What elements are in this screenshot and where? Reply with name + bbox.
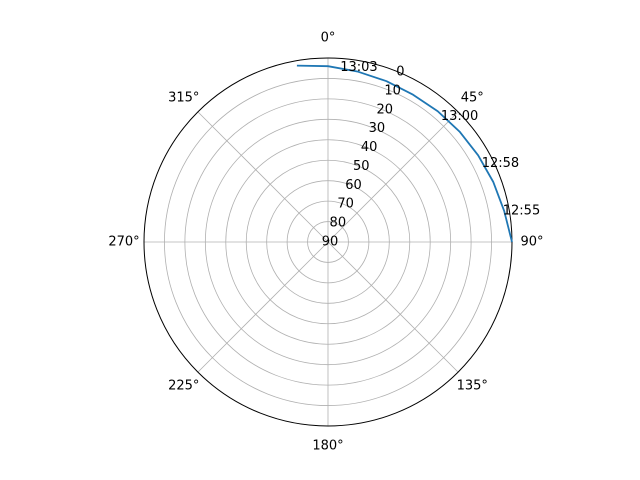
radial-tick-label: 70: [337, 197, 354, 212]
radial-tick-label: 40: [361, 140, 378, 155]
time-annotation: 12:58: [482, 156, 519, 171]
radial-gridline-50: [245, 159, 411, 325]
grid-layer: [143, 57, 513, 427]
radial-tick-label: 60: [345, 178, 362, 193]
radial-tick-label: 50: [353, 159, 370, 174]
angle-gridline-315: [197, 111, 329, 243]
time-annotation: 13:00: [441, 109, 478, 124]
angle-tick-label: 315°: [168, 90, 199, 105]
radial-gridline-60: [266, 180, 390, 304]
angle-tick-label: 135°: [457, 379, 488, 394]
label-layer: 0° 45° 90° 135° 180° 225° 270° 315° 0 10 20 30 40 50 6…: [108, 31, 543, 454]
radial-tick-label: 30: [369, 121, 386, 136]
angle-tick-label: 90°: [520, 235, 543, 250]
radial-gridline-30: [204, 118, 452, 366]
polar-frame: [143, 57, 513, 427]
radial-tick-label: 10: [384, 83, 401, 98]
radial-tick-label: 0: [396, 65, 404, 80]
angle-gridline-225: [197, 241, 329, 373]
radial-tick-label: 20: [376, 102, 393, 117]
radial-gridline-10: [164, 78, 492, 406]
radial-tick-label: 90: [322, 235, 339, 250]
angle-gridline-135: [327, 241, 459, 373]
series-layer: [296, 64, 513, 243]
radial-gridline-20: [184, 98, 472, 386]
time-annotation: 13:03: [340, 60, 377, 75]
radial-tick-label: 80: [330, 216, 347, 231]
angle-tick-label: 225°: [168, 379, 199, 394]
radial-gridline-70: [286, 200, 370, 284]
angle-tick-label: 45°: [461, 90, 484, 105]
time-annotation: 12:55: [503, 204, 540, 219]
angle-tick-label: 270°: [108, 235, 139, 250]
radial-gridline-80: [307, 221, 349, 263]
angle-tick-label: 0°: [321, 31, 336, 46]
angle-gridline-45: [327, 111, 459, 243]
radial-gridline-40: [225, 139, 431, 345]
series-line-0: [296, 64, 513, 243]
angle-tick-label: 180°: [312, 439, 343, 454]
